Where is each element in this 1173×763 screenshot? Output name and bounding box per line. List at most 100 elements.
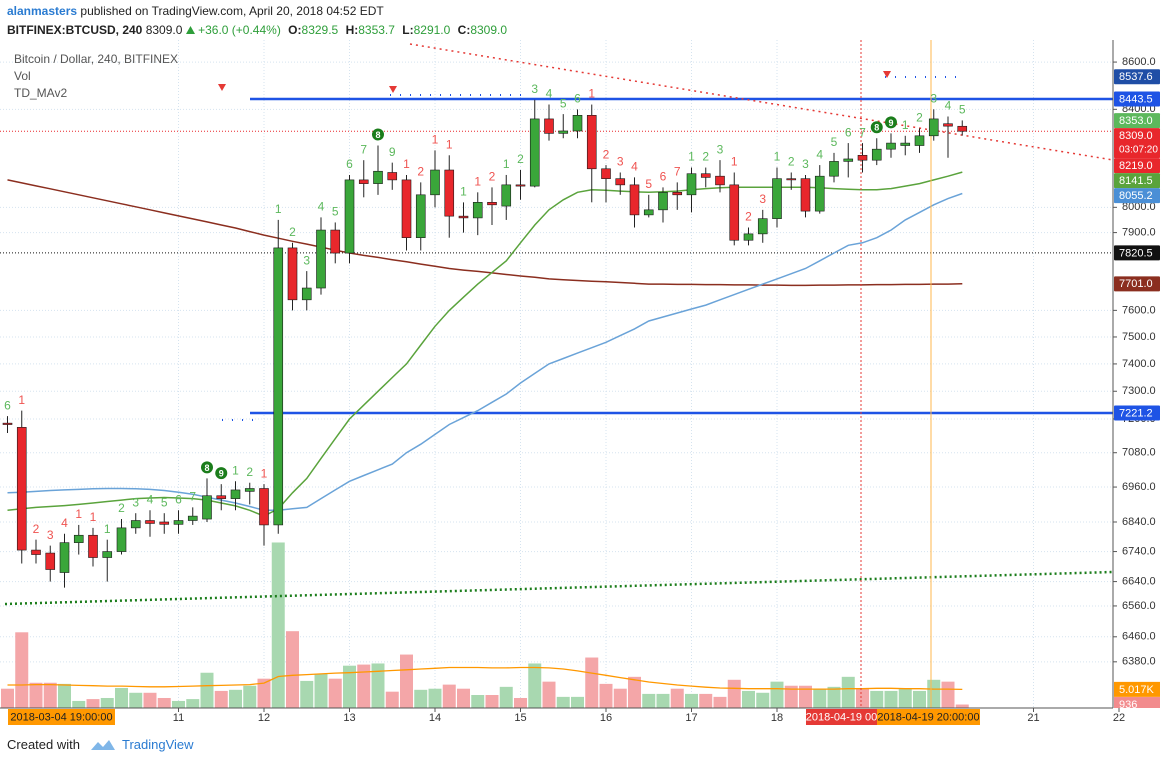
td-count: 1	[403, 157, 410, 171]
td-count: 6	[346, 157, 353, 171]
candle-body	[814, 175, 825, 212]
ohlc-key: L:	[402, 23, 414, 37]
footer: Created with TradingView	[7, 737, 194, 752]
volume-bar	[86, 699, 100, 708]
brand[interactable]: TradingView	[121, 737, 194, 752]
price-label: 8443.5	[1119, 93, 1153, 105]
volume-bar	[870, 690, 884, 708]
volume-bar	[1, 688, 14, 708]
td-count: 1	[474, 174, 481, 188]
td-badge	[201, 461, 213, 474]
volume-bar	[58, 683, 71, 708]
td-count: 1	[18, 393, 25, 407]
td-badge	[885, 116, 897, 129]
td-count: 1	[460, 184, 467, 198]
price-label: 8141.5	[1119, 175, 1153, 187]
td-count: 3	[930, 92, 937, 106]
td-count: 4	[631, 160, 638, 174]
td-count: 3	[717, 142, 724, 156]
volume-bar	[799, 685, 812, 708]
td-count: 8	[375, 130, 380, 140]
x-tick-label: 22	[1113, 712, 1125, 724]
y-tick-label: 7900.0	[1122, 227, 1156, 239]
candle-body	[173, 520, 184, 525]
volume-bar	[756, 692, 770, 708]
volume-bar	[229, 689, 242, 708]
candle-body	[444, 169, 455, 217]
volume-bar	[186, 699, 200, 708]
candle-body	[358, 179, 369, 184]
candle-body	[957, 125, 968, 132]
candle-body	[829, 161, 839, 177]
volume-bar	[29, 682, 43, 708]
x-tick-label: 13	[343, 712, 355, 724]
td-count: 2	[289, 225, 296, 239]
trend-line	[409, 43, 1113, 161]
price-label-bg	[1114, 69, 1160, 85]
td-count: 1	[503, 157, 510, 171]
td-count: 2	[517, 152, 524, 166]
candle-body	[700, 173, 711, 178]
candle-body	[572, 115, 583, 132]
candle-body	[515, 184, 526, 187]
volume-bar	[257, 678, 271, 708]
td-count: 1	[446, 137, 453, 151]
price-label-bg	[1114, 245, 1160, 261]
signal-marker	[389, 86, 397, 93]
td-count: 2	[33, 522, 40, 536]
x-tick-label: 18	[771, 712, 783, 724]
td-count: 1	[731, 155, 738, 169]
candle-body	[900, 142, 911, 146]
candle-body	[786, 178, 797, 181]
y-tick-label: 8000.0	[1122, 201, 1156, 213]
created-with: Created with	[7, 737, 80, 752]
td-badge	[870, 121, 883, 134]
volume-bar	[955, 704, 969, 708]
x-tick-label: 21	[1027, 712, 1039, 724]
candle-body	[216, 495, 227, 499]
ohlc-key: H:	[345, 23, 359, 37]
y-tick-label: 7400.0	[1122, 358, 1156, 370]
ma-line	[7, 179, 963, 287]
volume-bar	[371, 663, 385, 708]
y-tick-label: 6740.0	[1122, 545, 1156, 557]
volume-bar	[585, 657, 599, 708]
td-count: 1	[232, 463, 239, 477]
td-count: 1	[261, 466, 268, 480]
candle-body	[202, 495, 212, 520]
ohlc-value: 8353.7	[358, 23, 395, 37]
candle-body	[301, 287, 312, 301]
candle-body	[130, 520, 141, 529]
legend-text: Bitcoin / Dollar, 240, BITFINEX	[14, 52, 178, 66]
volume-bar	[72, 700, 86, 708]
td-count: 1	[104, 522, 111, 536]
price-label-bg	[1114, 405, 1160, 421]
price-label: 8353.0	[1119, 115, 1153, 127]
td-count: 1	[75, 507, 82, 521]
volume-bar	[214, 690, 228, 708]
ma-line	[7, 171, 963, 517]
author[interactable]: alanmasters	[7, 4, 78, 18]
td-count: 1	[902, 118, 909, 132]
x-tick-label: 12	[258, 712, 270, 724]
candle-body	[686, 173, 697, 196]
volume-bar	[442, 684, 456, 708]
candle-body	[729, 184, 740, 241]
td-badge	[372, 128, 384, 141]
volume-bar	[556, 696, 570, 708]
td-count: 3	[303, 253, 310, 267]
volume-bar	[15, 632, 29, 708]
candle-body	[73, 534, 84, 543]
volume-bar	[400, 654, 413, 708]
volume-bar	[314, 673, 328, 708]
candle-body	[928, 118, 939, 137]
cursor-label: 2018-03-04 19:00:00	[10, 711, 112, 723]
cursor-label: 2018-04-19 20:00:00	[877, 711, 979, 723]
td-count: 7	[189, 490, 196, 504]
price-label-bg	[1114, 91, 1160, 107]
volume-bar	[813, 688, 827, 708]
volume-bar	[727, 679, 741, 708]
price-label-bg	[1114, 128, 1160, 159]
volume-bar	[742, 690, 755, 708]
